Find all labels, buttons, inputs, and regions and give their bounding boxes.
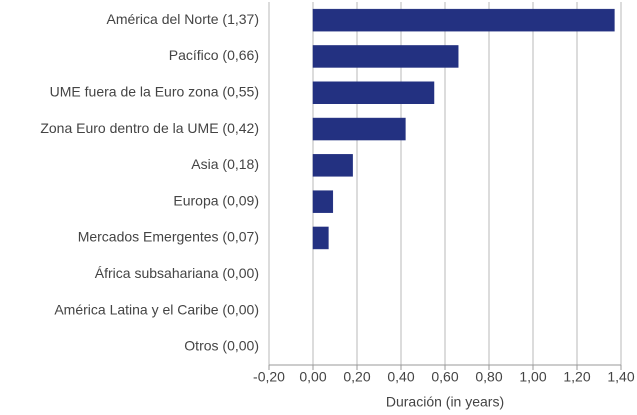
x-tick-label: 0,20 <box>343 369 370 385</box>
x-tick-label: 0,60 <box>431 369 458 385</box>
bar <box>312 8 615 32</box>
y-tick-label: Asia (0,18) <box>191 156 259 172</box>
bar <box>312 45 459 68</box>
x-tick-label: 1,40 <box>607 369 634 385</box>
y-tick-label: Zona Euro dentro de la UME (0,42) <box>40 120 259 136</box>
x-tick-label: 0,00 <box>299 369 326 385</box>
x-tick-label: 0,40 <box>387 369 414 385</box>
y-tick-label: Europa (0,09) <box>173 192 259 208</box>
y-tick-label: América del Norte (1,37) <box>106 11 259 27</box>
y-tick-label: África subsahariana (0,00) <box>95 265 259 281</box>
y-tick-label: Otros (0,00) <box>184 338 259 354</box>
x-tick-label: -0,20 <box>253 369 285 385</box>
bar <box>312 117 406 141</box>
x-tick-label: 0,80 <box>475 369 502 385</box>
bar <box>312 81 435 104</box>
x-tick-label: 1,00 <box>519 369 546 385</box>
bar <box>312 154 353 177</box>
bar <box>312 190 334 213</box>
y-tick-label: UME fuera de la Euro zona (0,55) <box>50 83 259 99</box>
bar <box>312 226 329 250</box>
y-tick-label: Pacífico (0,66) <box>169 47 259 63</box>
y-tick-label: Mercados Emergentes (0,07) <box>78 229 259 245</box>
x-tick-label: 1,20 <box>563 369 590 385</box>
x-axis-label: Duración (in years) <box>386 394 504 410</box>
y-tick-label: América Latina y el Caribe (0,00) <box>54 301 259 317</box>
